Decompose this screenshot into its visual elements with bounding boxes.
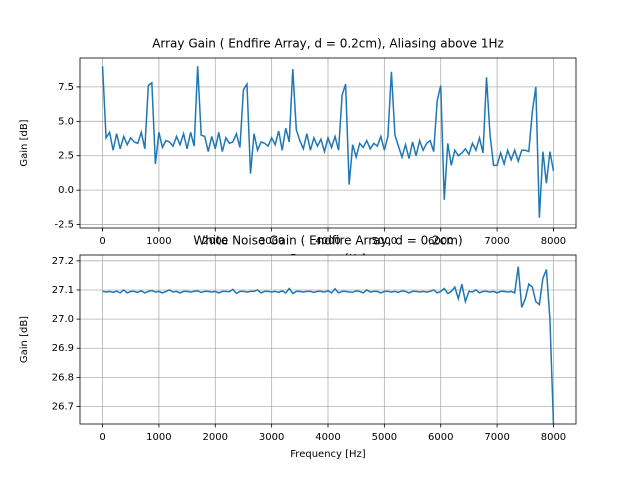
data-line bbox=[102, 266, 555, 425]
data-line bbox=[101, 66, 555, 218]
x-tick-label: 5000 bbox=[372, 432, 397, 443]
chart-title: Array Gain ( Endfire Array, d = 0.2cm), … bbox=[152, 37, 504, 51]
y-tick-label: -2.5 bbox=[54, 220, 74, 231]
y-tick-label: 27.0 bbox=[52, 314, 74, 325]
y-tick-label: 5.0 bbox=[58, 116, 74, 127]
y-tick-label: 27.1 bbox=[52, 285, 74, 296]
y-tick-label: 27.2 bbox=[52, 256, 74, 267]
x-tick-label: 1000 bbox=[146, 432, 171, 443]
y-tick-label: 26.8 bbox=[52, 372, 74, 383]
x-tick-label: 1000 bbox=[146, 236, 171, 247]
x-axis-label: Frequency [Hz] bbox=[290, 449, 366, 460]
axes-frame bbox=[79, 57, 577, 229]
x-tick-label: 2000 bbox=[203, 236, 228, 247]
x-tick-label: 8000 bbox=[541, 432, 566, 443]
x-tick-label: 3000 bbox=[259, 236, 284, 247]
y-axis-label: Gain [dB] bbox=[19, 316, 30, 363]
x-tick-label: 4000 bbox=[315, 432, 340, 443]
x-tick-label: 8000 bbox=[541, 236, 566, 247]
y-tick-label: 7.5 bbox=[58, 82, 74, 93]
x-tick-label: 7000 bbox=[484, 432, 509, 443]
axes-frame bbox=[79, 254, 577, 425]
x-tick-label: 2000 bbox=[203, 432, 228, 443]
x-tick-label: 3000 bbox=[259, 432, 284, 443]
x-tick-label: 5000 bbox=[372, 236, 397, 247]
y-tick-label: 0.0 bbox=[58, 185, 74, 196]
y-tick-label: 26.7 bbox=[52, 402, 74, 413]
y-axis-label: Gain [dB] bbox=[19, 119, 30, 166]
x-tick-label: 6000 bbox=[428, 236, 453, 247]
y-tick-label: 26.9 bbox=[52, 343, 74, 354]
x-tick-label: 0 bbox=[99, 432, 105, 443]
chart-title: White Noise Gain ( Endfire Array, d = 0.… bbox=[193, 234, 462, 248]
y-tick-label: 2.5 bbox=[58, 151, 74, 162]
x-tick-label: 4000 bbox=[315, 236, 340, 247]
x-tick-label: 7000 bbox=[484, 236, 509, 247]
x-tick-label: 0 bbox=[99, 236, 105, 247]
x-tick-label: 6000 bbox=[428, 432, 453, 443]
